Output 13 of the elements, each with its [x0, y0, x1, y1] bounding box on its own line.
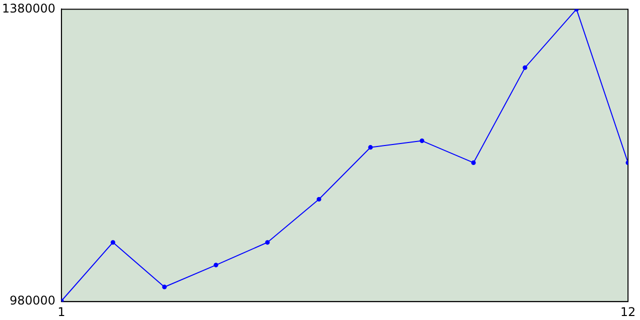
- point: [265, 240, 270, 245]
- point: [162, 284, 167, 290]
- x-tick-label: 12: [620, 304, 636, 319]
- point: [522, 65, 528, 70]
- point: [420, 138, 424, 144]
- point: [471, 160, 476, 166]
- point: [316, 196, 322, 202]
- point: [214, 262, 218, 268]
- point: [110, 240, 116, 245]
- point: [368, 145, 373, 150]
- y-tick-label: 980000: [10, 294, 56, 308]
- x-tick-label: 1: [58, 304, 66, 319]
- y-tick-label: 1380000: [2, 1, 56, 16]
